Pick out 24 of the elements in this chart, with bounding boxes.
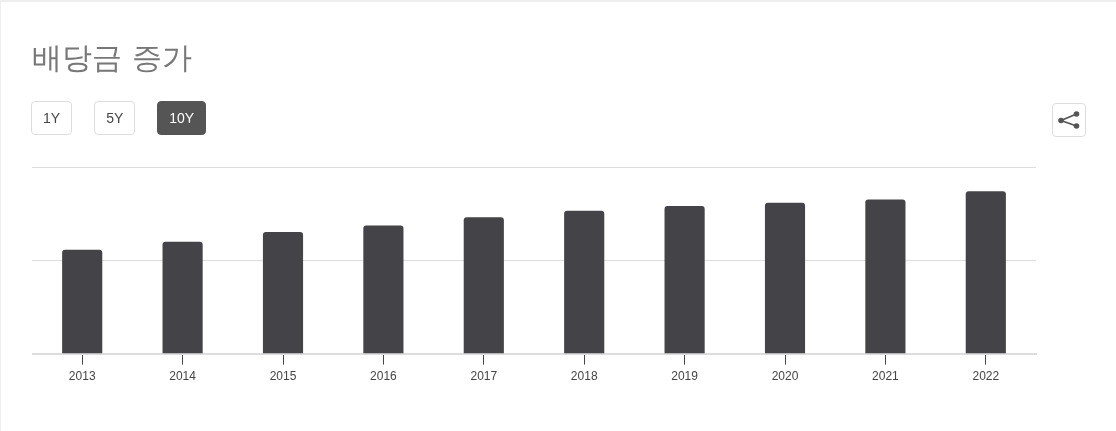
bar — [62, 249, 103, 354]
x-tick-label: 2022 — [972, 369, 1000, 384]
text: 10Y — [169, 110, 195, 126]
bar — [764, 202, 806, 354]
x-tick-label: 2013 — [68, 369, 96, 384]
x-tick-label: 2021 — [872, 369, 900, 384]
chart-title: 배당금 증가 — [32, 40, 192, 76]
x-tick-label: 2015 — [269, 369, 297, 384]
bar — [664, 205, 705, 354]
bar — [262, 231, 304, 354]
x-tick-label: 2018 — [570, 369, 598, 384]
bar — [363, 225, 404, 354]
bar — [463, 217, 504, 354]
text: 1Y — [43, 110, 61, 126]
x-tick-label: 2019 — [671, 369, 699, 384]
x-tick-label: 2020 — [771, 369, 799, 384]
x-tick-label: 2016 — [370, 369, 398, 384]
bar — [865, 199, 906, 354]
x-tick-label: 2017 — [470, 369, 498, 384]
bar — [162, 241, 203, 354]
text: 5Y — [106, 110, 124, 126]
bar — [965, 191, 1006, 354]
x-tick-label: 2014 — [169, 369, 197, 384]
bar — [564, 210, 605, 354]
